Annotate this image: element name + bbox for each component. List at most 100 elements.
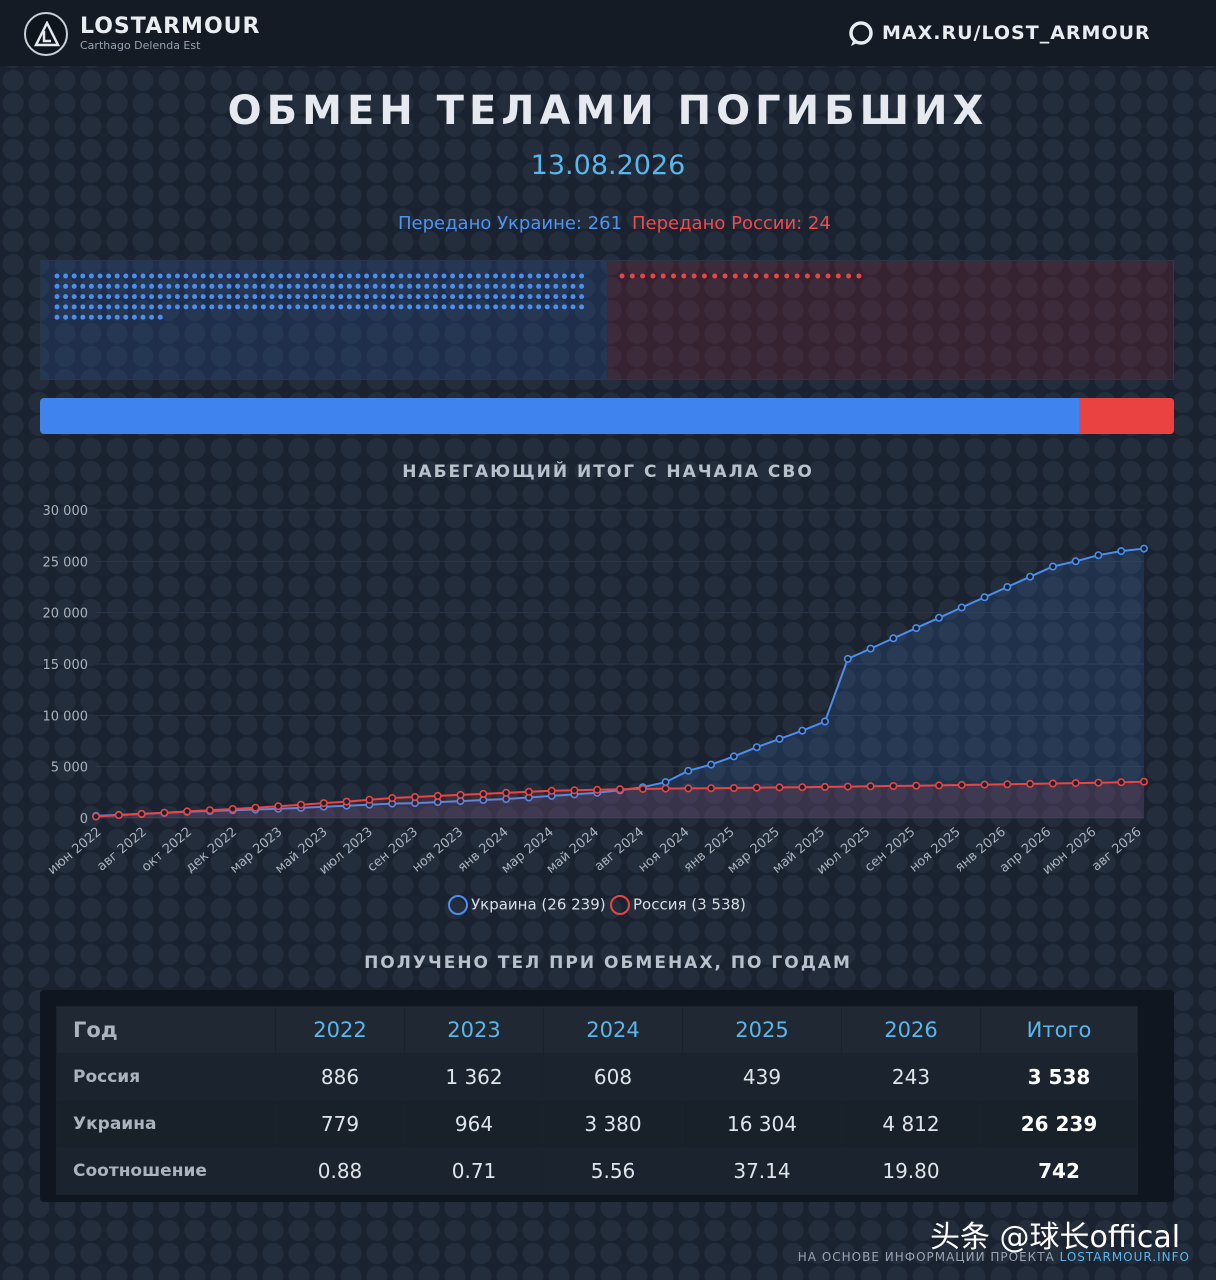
data-point[interactable] — [547, 786, 556, 795]
data-point[interactable] — [502, 788, 511, 797]
ukraine-dot — [183, 304, 189, 310]
ukraine-dot — [355, 304, 361, 310]
data-point[interactable] — [820, 782, 829, 791]
data-point[interactable] — [479, 789, 488, 798]
data-point[interactable] — [1048, 562, 1057, 571]
ukraine-dot — [398, 294, 404, 300]
data-point[interactable] — [1026, 572, 1035, 581]
ukraine-dot — [131, 283, 137, 289]
ukraine-dot — [321, 294, 327, 300]
data-point[interactable] — [798, 783, 807, 792]
data-point[interactable] — [205, 806, 214, 815]
data-point[interactable] — [752, 783, 761, 792]
data-point[interactable] — [684, 784, 693, 793]
row-label: Соотношение — [56, 1147, 276, 1195]
data-point[interactable] — [889, 781, 898, 790]
data-point[interactable] — [1117, 778, 1126, 787]
data-point[interactable] — [843, 654, 852, 663]
data-point[interactable] — [775, 783, 784, 792]
data-point[interactable] — [296, 800, 305, 809]
data-point[interactable] — [1003, 780, 1012, 789]
data-point[interactable] — [1003, 583, 1012, 592]
source-footer: НА ОСНОВЕ ИНФОРМАЦИИ ПРОЕКТА LOSTARMOUR.… — [798, 1250, 1190, 1264]
ukraine-dot — [389, 273, 395, 279]
data-point[interactable] — [1071, 557, 1080, 566]
ukraine-dot — [183, 294, 189, 300]
data-point[interactable] — [228, 804, 237, 813]
data-point[interactable] — [957, 780, 966, 789]
data-point[interactable] — [707, 760, 716, 769]
data-point[interactable] — [980, 780, 989, 789]
ukraine-dot — [338, 273, 344, 279]
ukraine-dot — [544, 294, 550, 300]
footer-source-link[interactable]: LOSTARMOUR.INFO — [1059, 1250, 1190, 1264]
ukraine-dot — [493, 273, 499, 279]
data-point[interactable] — [912, 781, 921, 790]
data-point[interactable] — [843, 782, 852, 791]
data-point[interactable] — [251, 803, 260, 812]
data-point[interactable] — [456, 790, 465, 799]
data-point[interactable] — [1071, 779, 1080, 788]
data-point[interactable] — [524, 787, 533, 796]
ukraine-dot — [252, 304, 258, 310]
data-point[interactable] — [661, 784, 670, 793]
data-point[interactable] — [160, 808, 169, 817]
legend-russia-label: Россия (3 538) — [633, 895, 746, 914]
ukraine-dot — [329, 304, 335, 310]
data-point[interactable] — [410, 792, 419, 801]
data-point[interactable] — [820, 717, 829, 726]
data-point[interactable] — [752, 743, 761, 752]
data-point[interactable] — [866, 782, 875, 791]
ukraine-dot — [536, 304, 542, 310]
data-point[interactable] — [775, 734, 784, 743]
data-point[interactable] — [638, 784, 647, 793]
ukraine-dot — [200, 304, 206, 310]
data-point[interactable] — [707, 784, 716, 793]
data-point[interactable] — [365, 795, 374, 804]
data-point[interactable] — [1094, 551, 1103, 560]
data-point[interactable] — [342, 797, 351, 806]
data-point[interactable] — [934, 613, 943, 622]
data-point[interactable] — [1140, 544, 1149, 553]
data-point[interactable] — [274, 802, 283, 811]
data-point[interactable] — [1117, 547, 1126, 556]
data-point[interactable] — [1140, 777, 1149, 786]
data-point[interactable] — [980, 593, 989, 602]
legend-ukraine[interactable]: Украина (26 239) — [448, 895, 606, 915]
ukraine-dot — [553, 304, 559, 310]
data-point[interactable] — [798, 726, 807, 735]
data-point[interactable] — [92, 812, 101, 821]
data-point[interactable] — [319, 799, 328, 808]
data-point[interactable] — [729, 783, 738, 792]
ukraine-dot — [484, 294, 490, 300]
data-point[interactable] — [433, 791, 442, 800]
data-point[interactable] — [1094, 778, 1103, 787]
page-title: ОБМЕН ТЕЛАМИ ПОГИБШИХ — [227, 88, 989, 134]
ukraine-dot — [252, 294, 258, 300]
data-point[interactable] — [388, 793, 397, 802]
data-point[interactable] — [183, 807, 192, 816]
data-point[interactable] — [593, 785, 602, 794]
data-point[interactable] — [615, 785, 624, 794]
data-point[interactable] — [137, 809, 146, 818]
data-point[interactable] — [729, 752, 738, 761]
ukraine-dot — [561, 273, 567, 279]
ukraine-dot — [484, 273, 490, 279]
data-point[interactable] — [1026, 779, 1035, 788]
data-point[interactable] — [114, 811, 123, 820]
data-point[interactable] — [912, 624, 921, 633]
ukraine-dot — [157, 304, 163, 310]
data-point[interactable] — [1048, 779, 1057, 788]
data-point[interactable] — [957, 603, 966, 612]
header-cell: Год — [56, 1006, 276, 1054]
data-point[interactable] — [570, 786, 579, 795]
data-point[interactable] — [661, 778, 670, 787]
data-point[interactable] — [889, 634, 898, 643]
ukraine-dot — [407, 294, 413, 300]
legend-russia[interactable]: Россия (3 538) — [610, 895, 746, 915]
data-point[interactable] — [866, 644, 875, 653]
data-point[interactable] — [684, 766, 693, 775]
data-point[interactable] — [934, 781, 943, 790]
ratio-bar — [40, 398, 1174, 434]
channel-url[interactable]: MAX.RU/LOST_ARMOUR — [882, 22, 1151, 44]
